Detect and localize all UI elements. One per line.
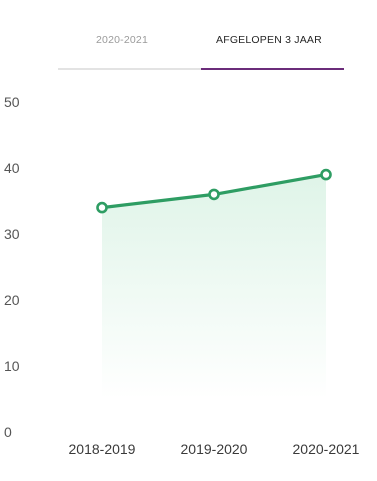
y-tick-label: 40 — [4, 160, 20, 176]
area-layer — [102, 174, 326, 399]
y-tick-label: 10 — [4, 358, 20, 374]
active-tab-indicator — [201, 68, 344, 70]
y-axis: 0 10 20 30 40 50 — [4, 94, 20, 440]
point-layer — [96, 168, 332, 214]
x-axis: 2018-2019 2019-2020 2020-2021 — [69, 441, 360, 457]
y-tick-label: 30 — [4, 226, 20, 242]
y-tick-label: 0 — [4, 424, 12, 440]
x-tick-label: 2020-2021 — [293, 441, 360, 457]
data-point — [96, 201, 108, 214]
series-area — [102, 174, 326, 399]
period-tabs: 2020-2021 AFGELOPEN 3 JAAR — [0, 0, 377, 72]
y-tick-label: 50 — [4, 94, 20, 110]
data-point — [208, 188, 220, 201]
data-point — [320, 168, 332, 181]
x-tick-label: 2018-2019 — [69, 441, 136, 457]
x-tick-label: 2019-2020 — [181, 441, 248, 457]
tab-afgelopen-3-jaar[interactable]: AFGELOPEN 3 JAAR — [216, 34, 322, 46]
y-tick-label: 20 — [4, 292, 20, 308]
tab-2020-2021[interactable]: 2020-2021 — [96, 34, 149, 46]
